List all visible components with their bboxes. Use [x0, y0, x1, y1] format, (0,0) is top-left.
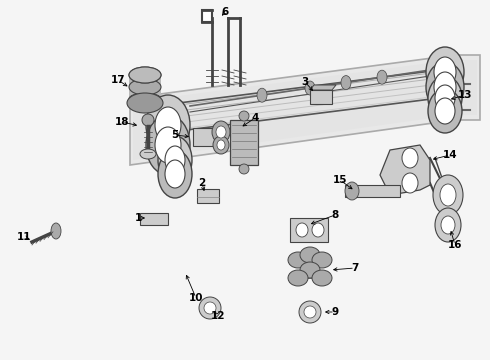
Ellipse shape [300, 247, 320, 263]
Text: 6: 6 [221, 7, 229, 17]
Text: 1: 1 [134, 213, 142, 223]
Ellipse shape [158, 150, 192, 198]
Bar [426, 72, 464, 87]
Bar [197, 189, 219, 203]
Ellipse shape [146, 95, 190, 155]
Text: 2: 2 [198, 178, 206, 188]
Ellipse shape [212, 121, 230, 143]
Ellipse shape [440, 184, 456, 206]
Ellipse shape [426, 62, 464, 112]
Text: 8: 8 [331, 210, 339, 220]
Bar [428, 98, 462, 111]
Text: 18: 18 [115, 117, 129, 127]
Ellipse shape [129, 79, 161, 95]
Ellipse shape [345, 182, 359, 200]
Ellipse shape [129, 93, 161, 105]
Ellipse shape [288, 252, 308, 268]
Ellipse shape [140, 149, 156, 159]
Ellipse shape [433, 175, 463, 215]
Ellipse shape [441, 216, 455, 234]
Ellipse shape [204, 302, 216, 314]
Polygon shape [310, 85, 336, 90]
Ellipse shape [299, 301, 321, 323]
Text: 17: 17 [111, 75, 125, 85]
Polygon shape [130, 55, 480, 165]
Ellipse shape [127, 93, 163, 113]
Ellipse shape [428, 76, 462, 120]
Text: 15: 15 [333, 175, 347, 185]
Ellipse shape [435, 98, 455, 124]
Ellipse shape [434, 72, 456, 102]
Text: 14: 14 [442, 150, 457, 160]
Ellipse shape [216, 126, 226, 138]
Ellipse shape [296, 223, 308, 237]
Text: 16: 16 [448, 240, 462, 250]
Text: 13: 13 [458, 90, 472, 100]
Ellipse shape [305, 81, 315, 95]
Bar [140, 213, 168, 225]
Bar [345, 185, 400, 197]
Bar [202, 10, 212, 22]
Bar [146, 125, 190, 145]
Bar [158, 160, 192, 174]
Ellipse shape [165, 146, 185, 174]
Bar [310, 90, 332, 104]
Text: 3: 3 [301, 77, 309, 87]
Ellipse shape [155, 127, 181, 163]
Ellipse shape [51, 223, 61, 239]
Ellipse shape [304, 306, 316, 318]
Ellipse shape [435, 85, 455, 111]
Ellipse shape [402, 148, 418, 168]
Polygon shape [133, 60, 477, 160]
Bar [129, 87, 161, 99]
Polygon shape [380, 145, 430, 195]
Ellipse shape [341, 76, 351, 90]
Ellipse shape [434, 57, 456, 87]
Ellipse shape [165, 160, 185, 188]
Ellipse shape [239, 111, 249, 121]
Text: 9: 9 [331, 307, 339, 317]
Text: 7: 7 [351, 263, 359, 273]
Ellipse shape [288, 270, 308, 286]
Ellipse shape [312, 223, 324, 237]
Bar [230, 120, 258, 165]
Ellipse shape [312, 252, 332, 268]
Text: 12: 12 [211, 311, 225, 321]
Ellipse shape [239, 164, 249, 174]
Ellipse shape [129, 67, 161, 83]
Bar [290, 218, 328, 242]
Bar [129, 75, 161, 87]
Ellipse shape [129, 67, 161, 83]
Ellipse shape [377, 70, 387, 84]
Text: 10: 10 [189, 293, 203, 303]
Ellipse shape [428, 89, 462, 133]
Ellipse shape [142, 114, 154, 126]
Ellipse shape [199, 297, 221, 319]
Ellipse shape [146, 115, 190, 175]
Ellipse shape [435, 208, 461, 242]
Ellipse shape [213, 136, 229, 154]
Ellipse shape [257, 88, 267, 102]
Text: 5: 5 [172, 130, 179, 140]
Text: 11: 11 [17, 232, 31, 242]
Ellipse shape [402, 173, 418, 193]
Ellipse shape [312, 270, 332, 286]
Text: 4: 4 [251, 113, 259, 123]
Ellipse shape [155, 107, 181, 143]
Ellipse shape [158, 136, 192, 184]
Bar [193, 128, 215, 146]
Ellipse shape [300, 262, 320, 278]
Ellipse shape [217, 140, 225, 150]
Ellipse shape [426, 47, 464, 97]
